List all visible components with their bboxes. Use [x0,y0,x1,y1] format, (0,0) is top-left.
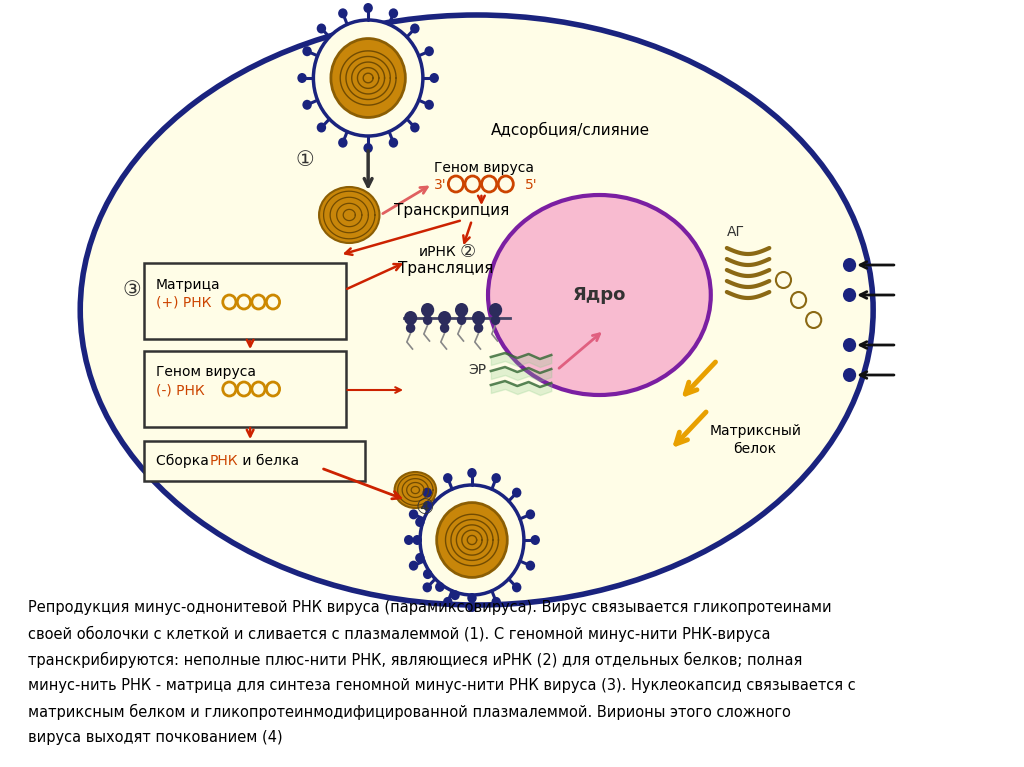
Circle shape [316,24,326,34]
Text: Ядро: Ядро [572,286,626,304]
Circle shape [490,315,501,325]
Circle shape [409,561,418,571]
Circle shape [421,303,434,317]
Text: ③: ③ [123,280,141,300]
Circle shape [451,590,460,600]
Circle shape [436,502,507,578]
Circle shape [492,597,501,607]
Circle shape [467,602,477,612]
Circle shape [404,535,414,545]
FancyBboxPatch shape [144,351,346,427]
Text: Транскрипция: Транскрипция [393,202,509,218]
Circle shape [467,593,477,603]
Circle shape [530,535,540,545]
Circle shape [413,535,422,545]
Text: Репродукция минус-однонитевой РНК вируса (парамиксовируса). Вирус связывается гл: Репродукция минус-однонитевой РНК вируса… [29,600,831,615]
Circle shape [806,312,821,328]
Text: матриксным белком и гликопротеинмодифицированной плазмалеммой. Вирионы этого сло: матриксным белком и гликопротеинмодифици… [29,704,792,720]
Circle shape [406,323,416,333]
Circle shape [415,553,425,563]
Text: Адсорбция/слияние: Адсорбция/слияние [490,122,650,138]
Circle shape [429,73,439,83]
Circle shape [843,258,856,272]
Circle shape [313,20,423,136]
Text: своей оболочки с клеткой и сливается с плазмалеммой (1). С геномной минус-нити Р: своей оболочки с клеткой и сливается с п… [29,626,771,642]
Text: иРНК: иРНК [418,245,456,259]
Circle shape [404,311,417,325]
Circle shape [440,323,450,333]
Circle shape [338,8,347,18]
Circle shape [474,323,483,333]
Circle shape [525,509,536,519]
Circle shape [338,137,347,148]
Circle shape [409,509,418,519]
Text: 5': 5' [525,178,538,192]
FancyBboxPatch shape [144,441,366,481]
Text: ЭР: ЭР [468,363,486,377]
Circle shape [415,517,425,527]
Text: РНК: РНК [210,454,238,468]
Text: ①: ① [296,150,314,170]
Ellipse shape [488,195,711,395]
Circle shape [525,561,536,571]
Circle shape [443,597,453,607]
Text: Сборка: Сборка [156,454,213,468]
Circle shape [791,292,806,308]
Text: и белка: и белка [238,454,299,468]
Circle shape [420,485,524,595]
Text: Матриксный
белок: Матриксный белок [710,424,801,456]
Circle shape [512,582,521,592]
Circle shape [364,3,373,13]
Circle shape [472,311,485,325]
Text: вируса выходят почкованием (4): вируса выходят почкованием (4) [29,730,283,745]
Circle shape [843,288,856,302]
Circle shape [297,73,307,83]
Circle shape [776,272,791,288]
Text: Геном вируса: Геном вируса [156,365,256,379]
Ellipse shape [80,15,873,605]
Circle shape [389,137,398,148]
Text: (-) РНК: (-) РНК [156,383,205,397]
Circle shape [411,123,420,133]
Text: 3': 3' [434,178,446,192]
Circle shape [455,303,468,317]
Circle shape [425,46,434,56]
Ellipse shape [394,472,436,508]
Text: ②: ② [460,243,476,261]
Circle shape [438,311,452,325]
Text: (+) РНК: (+) РНК [156,296,211,310]
Circle shape [423,488,432,498]
Text: АГ: АГ [727,225,745,239]
Circle shape [364,143,373,153]
FancyBboxPatch shape [144,263,346,339]
Circle shape [423,569,432,579]
Circle shape [512,488,521,498]
Circle shape [423,582,432,592]
Circle shape [389,8,398,18]
Circle shape [435,582,444,592]
Circle shape [302,46,312,56]
Text: Геном вируса: Геном вируса [434,161,535,175]
Circle shape [302,100,312,110]
Circle shape [443,473,453,483]
Circle shape [425,100,434,110]
Circle shape [489,303,502,317]
Circle shape [843,368,856,382]
Circle shape [423,501,432,511]
Circle shape [457,315,466,325]
Ellipse shape [319,187,380,243]
Circle shape [411,24,420,34]
Text: Матрица: Матрица [156,278,220,292]
Text: минус-нить РНК - матрица для синтеза геномной минус-нити РНК вируса (3). Нуклеок: минус-нить РНК - матрица для синтеза ген… [29,678,856,693]
Circle shape [331,38,406,117]
Text: Трансляция: Трансляция [398,261,494,275]
Circle shape [316,123,326,133]
Circle shape [467,468,477,478]
Text: транскрибируются: неполные плюс-нити РНК, являющиеся иРНК (2) для отдельных белк: транскрибируются: неполные плюс-нити РНК… [29,652,803,668]
Circle shape [843,338,856,352]
Circle shape [492,473,501,483]
Circle shape [423,315,432,325]
Text: ④: ④ [416,498,434,518]
